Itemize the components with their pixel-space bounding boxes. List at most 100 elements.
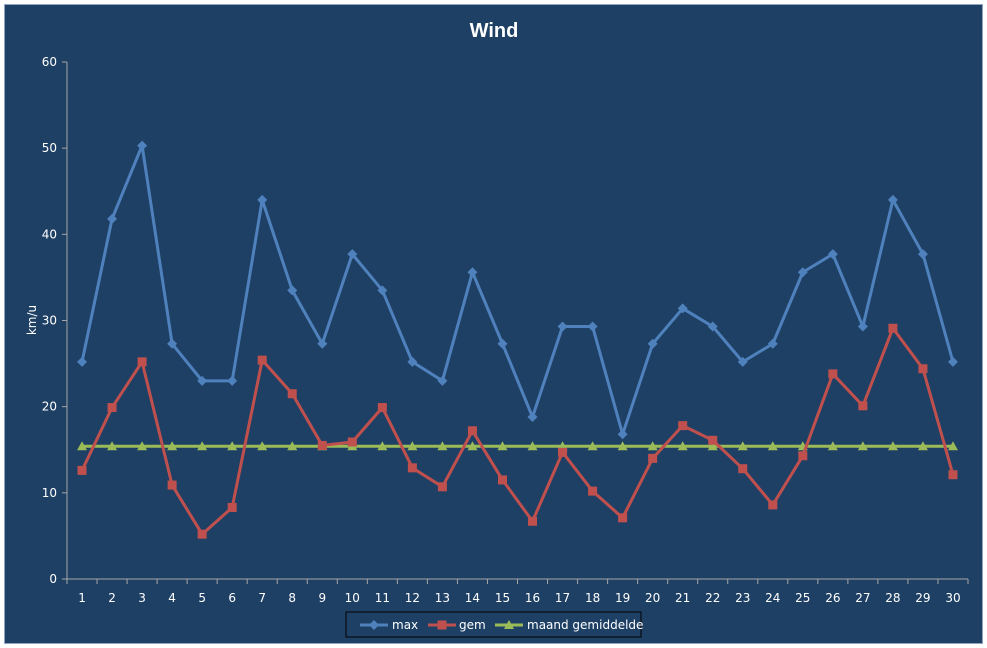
- data-point-max: [407, 356, 418, 367]
- y-axis-label: km/u: [25, 305, 39, 335]
- x-tick-label: 7: [258, 591, 266, 605]
- x-tick-label: 25: [795, 591, 810, 605]
- x-tick-label: 27: [855, 591, 870, 605]
- x-tick-label: 28: [885, 591, 900, 605]
- data-point-max: [827, 249, 838, 260]
- x-tick-label: 23: [735, 591, 750, 605]
- data-point-gem: [948, 470, 958, 480]
- data-point-maand-gemiddelde: [137, 441, 148, 451]
- y-tick-label: 60: [42, 55, 57, 69]
- x-tick-label: 16: [525, 591, 540, 605]
- legend-item-gem: gem: [428, 618, 486, 632]
- data-point-gem: [558, 447, 568, 457]
- data-point-gem: [437, 482, 447, 492]
- data-point-max: [227, 375, 238, 386]
- y-tick-label: 30: [42, 314, 57, 328]
- x-tick-label: 3: [138, 591, 146, 605]
- x-tick-label: 8: [288, 591, 296, 605]
- series-line-gem: [80, 326, 955, 536]
- data-point-max: [737, 356, 748, 367]
- data-point-gem: [618, 513, 628, 523]
- data-point-gem: [227, 502, 237, 512]
- data-point-maand-gemiddelde: [497, 441, 508, 451]
- data-point-maand-gemiddelde: [107, 441, 118, 451]
- data-point-maand-gemiddelde: [887, 441, 898, 451]
- data-point-max: [857, 321, 868, 332]
- x-tick-label: 20: [645, 591, 660, 605]
- data-point-maand-gemiddelde: [767, 441, 778, 451]
- data-point-maand-gemiddelde: [227, 441, 238, 451]
- data-point-gem: [77, 465, 87, 475]
- legend-swatch-marker: [437, 620, 447, 630]
- series-line-max: [80, 144, 955, 436]
- data-point-gem: [197, 529, 207, 539]
- data-point-maand-gemiddelde: [467, 441, 478, 451]
- data-point-max: [287, 285, 298, 296]
- data-point-gem: [287, 389, 297, 399]
- data-point-max: [137, 140, 148, 151]
- data-point-maand-gemiddelde: [257, 441, 268, 451]
- data-point-max: [647, 338, 658, 349]
- data-point-gem: [858, 401, 868, 411]
- y-tick-label: 50: [42, 141, 57, 155]
- data-point-max: [947, 356, 958, 367]
- x-tick-label: 10: [345, 591, 360, 605]
- x-tick-label: 29: [915, 591, 930, 605]
- x-tick-label: 30: [945, 591, 960, 605]
- data-point-max: [677, 303, 688, 314]
- data-point-max: [587, 321, 598, 332]
- data-point-max: [767, 338, 778, 349]
- x-tick-label: 1: [78, 591, 86, 605]
- data-point-max: [257, 194, 268, 205]
- data-point-max: [707, 321, 718, 332]
- y-tick-label: 20: [42, 400, 57, 414]
- data-point-max: [197, 375, 208, 386]
- data-point-gem: [738, 464, 748, 474]
- legend-item-max: max: [360, 618, 418, 632]
- data-point-maand-gemiddelde: [737, 441, 748, 451]
- x-tick-label: 24: [765, 591, 780, 605]
- data-point-max: [887, 194, 898, 205]
- data-point-maand-gemiddelde: [857, 441, 868, 451]
- data-point-gem: [407, 463, 417, 473]
- data-point-max: [527, 412, 538, 423]
- x-tick-label: 6: [228, 591, 236, 605]
- data-point-gem: [888, 323, 898, 333]
- data-point-max: [557, 321, 568, 332]
- legend-item-maand-gemiddelde: maand gemiddelde: [495, 618, 643, 632]
- legend-label: max: [392, 618, 418, 632]
- data-point-gem: [588, 486, 598, 496]
- data-point-max: [107, 213, 118, 224]
- y-tick-label: 0: [49, 572, 57, 586]
- x-tick-label: 22: [705, 591, 720, 605]
- data-point-max: [317, 338, 328, 349]
- series-gem: [77, 323, 958, 539]
- data-point-gem: [317, 440, 327, 450]
- legend-swatch-marker: [504, 620, 514, 629]
- data-point-max: [167, 338, 178, 349]
- y-tick-label: 40: [42, 227, 57, 241]
- data-point-gem: [257, 355, 267, 365]
- x-tick-label: 21: [675, 591, 690, 605]
- x-tick-label: 19: [615, 591, 630, 605]
- data-point-max: [377, 285, 388, 296]
- data-point-gem: [467, 426, 477, 436]
- x-tick-label: 4: [168, 591, 176, 605]
- series-max: [77, 140, 958, 440]
- data-point-maand-gemiddelde: [917, 441, 928, 451]
- legend-label: maand gemiddelde: [527, 618, 643, 632]
- chart-title: Wind: [470, 20, 519, 42]
- data-point-maand-gemiddelde: [377, 441, 388, 451]
- data-point-maand-gemiddelde: [167, 441, 178, 451]
- data-point-maand-gemiddelde: [527, 441, 538, 451]
- data-point-gem: [107, 403, 117, 413]
- data-point-maand-gemiddelde: [587, 441, 598, 451]
- x-tick-label: 26: [825, 591, 840, 605]
- data-point-maand-gemiddelde: [77, 441, 88, 451]
- data-point-maand-gemiddelde: [287, 441, 298, 451]
- data-point-maand-gemiddelde: [437, 441, 448, 451]
- data-point-max: [917, 249, 928, 260]
- data-point-gem: [497, 475, 507, 485]
